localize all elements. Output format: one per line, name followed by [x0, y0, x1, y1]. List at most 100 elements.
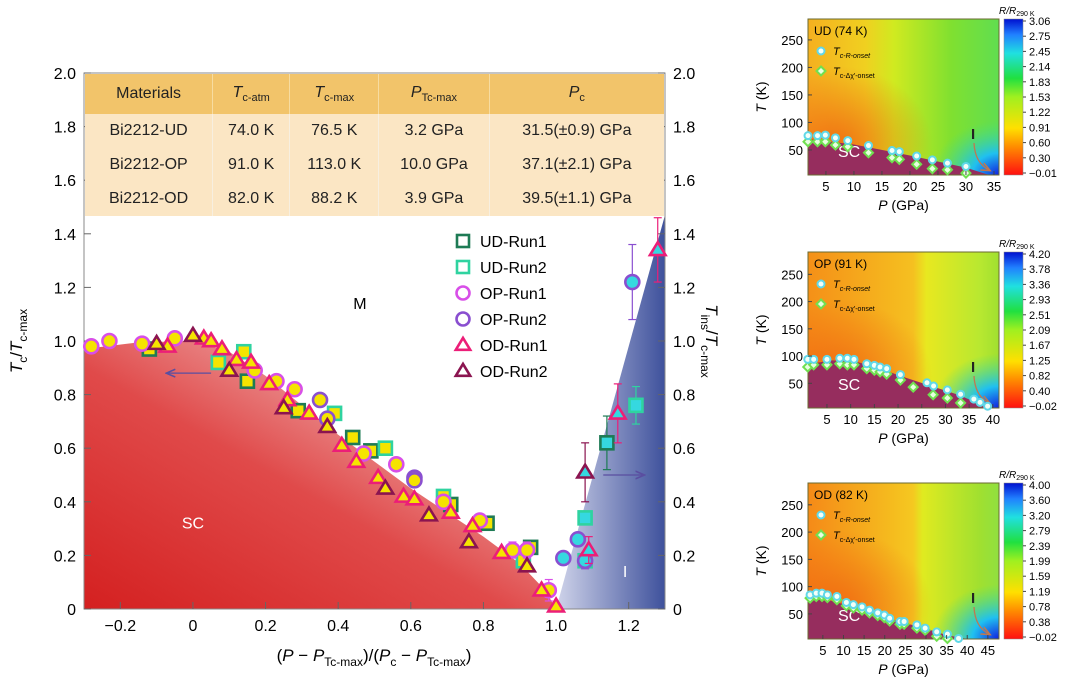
legend-label-chi-onset: Tc-Δχ′-onset	[833, 66, 875, 80]
colorbar-tick-label: 2.39	[1029, 541, 1050, 553]
y-tick-label-left: 0	[67, 602, 76, 619]
insulator-arrow	[973, 606, 989, 634]
colorbar-title-sub: 290 K	[1016, 11, 1035, 18]
colorbar-tick-label: −0.01	[1029, 168, 1057, 180]
y-tick-label-left: 1.6	[54, 173, 76, 190]
legend-label: OP-Run1	[480, 286, 547, 303]
tc-r-onset-point	[830, 133, 840, 143]
y-tick-label-left: 1.2	[54, 280, 76, 297]
tc-chi-onset-point	[927, 388, 940, 401]
tc-r-onset-point	[822, 590, 832, 600]
x-axis-label: P (GPa)	[878, 197, 929, 213]
y-tick-label-left: 1.0	[54, 334, 76, 351]
y-tick-label-left: 2.0	[54, 66, 76, 83]
series-op-run2	[311, 243, 641, 570]
colorbar-title: R/R290 K	[999, 239, 1035, 251]
tc-r-onset-point	[983, 401, 993, 411]
x-tick-label: 15	[857, 643, 871, 658]
x-tick-label: 0.8	[472, 618, 494, 635]
legend-label-chi-onset: Tc-Δχ′-onset	[833, 530, 875, 544]
data-point	[624, 273, 641, 291]
panel-title: OP (91 K)	[814, 257, 867, 271]
tc-chi-onset-point	[910, 158, 923, 171]
tc-chi-onset-point	[941, 392, 954, 404]
axis-var: P	[878, 197, 888, 213]
cell: 88.2 K	[289, 182, 380, 216]
axis-unit: (K)	[753, 314, 769, 337]
y-tick-label: 250	[781, 498, 803, 513]
colorbar-tick-label: 4.00	[1029, 480, 1050, 492]
colorbar-tick-label: 2.79	[1029, 526, 1050, 538]
tc-chi-onset-point	[926, 162, 939, 175]
data-point	[628, 397, 644, 414]
data-point	[317, 416, 338, 434]
materials-table: Materials Tc-atm Tc-max PTc-max Pc Bi221…	[85, 74, 664, 216]
x-tick-label: 25	[931, 179, 945, 194]
colorbar-title-main: R/R	[999, 6, 1016, 17]
x-tick-label: 5	[819, 643, 826, 658]
panel-title: OD (82 K)	[814, 488, 868, 502]
region-label-insulator: I	[971, 126, 975, 143]
y-tick-label: 250	[781, 33, 803, 48]
axis-unit: (K)	[753, 81, 769, 104]
colorbar	[1003, 482, 1024, 640]
x-tick-label: 1.0	[545, 618, 567, 635]
y-tick-label: 150	[781, 552, 803, 567]
colorbar-tick-label: 0.30	[1029, 153, 1050, 165]
colorbar-tick-label: 2.93	[1029, 295, 1050, 307]
legend-subscript: c-R-onset	[840, 517, 871, 524]
x-tick-label: 40	[960, 643, 974, 658]
tc-r-onset-point	[849, 354, 859, 364]
colorbar-tick-label: 3.06	[1029, 16, 1050, 28]
axis-unit: (K)	[753, 545, 769, 568]
region-label-metal: M	[353, 296, 366, 313]
x-axis-label: P (GPa)	[878, 661, 929, 677]
tc-r-onset-point	[912, 620, 922, 630]
insulator-arrow	[973, 375, 989, 403]
data-point	[210, 354, 227, 371]
data-point	[418, 505, 440, 522]
header-tc-atm: Tc-atm	[212, 74, 291, 114]
colorbar-tick-label: −0.02	[1029, 401, 1057, 413]
table-header-row: Materials Tc-atm Tc-max PTc-max Pc	[85, 74, 664, 114]
data-point	[435, 493, 452, 511]
data-point	[299, 403, 320, 420]
tc-r-onset-point	[899, 617, 909, 627]
legend-label: OP-Run2	[480, 312, 547, 329]
tc-chi-onset-point	[819, 135, 832, 148]
x-tick-label: 15	[867, 412, 881, 427]
legend-label: UD-Run1	[480, 234, 547, 251]
colorbar-tick-label: 0.38	[1029, 617, 1050, 629]
axis-var: T	[753, 103, 769, 113]
data-point	[182, 325, 204, 343]
data-point	[344, 429, 361, 446]
legend-symbol: T	[833, 299, 841, 311]
cell: 113.0 K	[289, 148, 380, 182]
x-tick-label: 35	[962, 412, 976, 427]
tc-r-onset-point	[961, 161, 971, 171]
tc-r-onset-point	[813, 131, 823, 141]
tc-r-onset-point	[863, 141, 873, 151]
table-row: Bi2212-OD 82.0 K 88.2 K 3.9 GPa 39.5(±1.…	[85, 182, 664, 216]
data-point	[346, 451, 367, 469]
data-point	[545, 596, 567, 613]
legend-symbol: T	[833, 46, 841, 58]
colorbar-tick-label: 1.25	[1029, 355, 1050, 367]
y-tick-label-right: 2.0	[673, 66, 695, 83]
cell: 76.5 K	[289, 114, 380, 148]
legend-label: UD-Run2	[480, 260, 547, 277]
legend-subscript: c-Δχ′-onset	[840, 537, 875, 544]
legend-marker-chi-onset	[815, 65, 827, 77]
axis-var: T	[753, 567, 769, 577]
tc-r-onset-point	[920, 623, 930, 633]
colorbar-title-sub: 290 K	[1016, 244, 1035, 251]
data-point	[133, 335, 151, 352]
plot-frame	[807, 18, 1000, 176]
colorbar-tick-label: 3.60	[1029, 495, 1050, 507]
legend-subscript: c-Δχ′-onset	[840, 306, 875, 313]
legend-marker-r-onset	[816, 279, 826, 289]
legend-label: OD-Run1	[480, 338, 548, 355]
colorbar-tick-label: 3.20	[1029, 510, 1050, 522]
